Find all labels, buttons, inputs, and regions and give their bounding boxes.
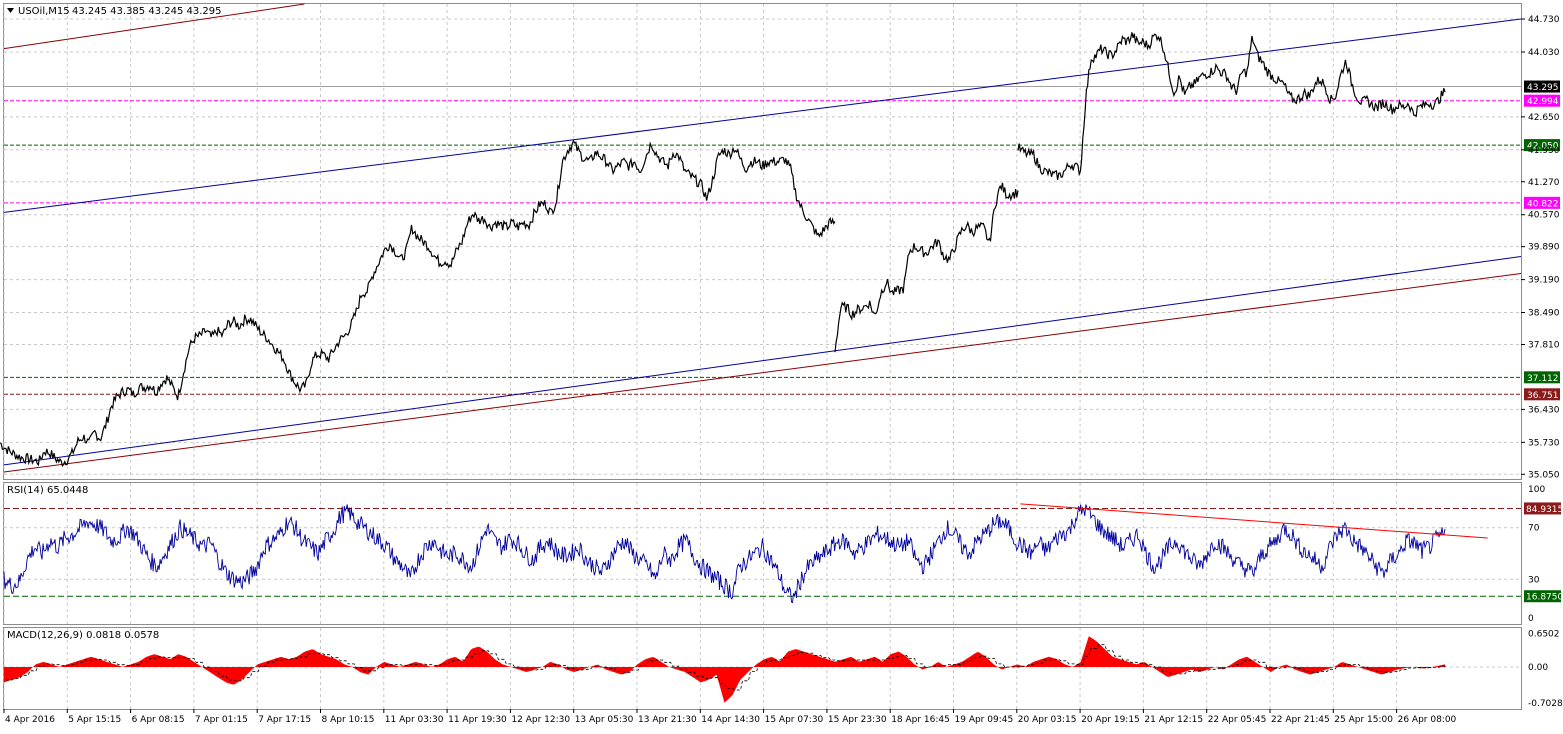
level-badge	[1524, 80, 1560, 93]
symbol-label: USOil,M15	[18, 6, 70, 17]
level-badge	[1524, 196, 1560, 209]
macd-histogram	[4, 636, 1445, 703]
price-line	[1017, 32, 1446, 181]
y-tick-label: 36.430	[1528, 405, 1560, 415]
x-tick-label: 22 Apr 05:45	[1208, 715, 1267, 725]
ohlc-label: 43.245 43.385 43.245 43.295	[72, 6, 222, 17]
x-tick-label: 14 Apr 14:30	[701, 715, 760, 725]
x-tick-label: 20 Apr 03:15	[1018, 715, 1077, 725]
main-panel-frame	[3, 3, 1522, 480]
rsi-level-badge	[1524, 502, 1561, 515]
macd-tick-label: -0.7028	[1528, 699, 1563, 709]
level-badge	[1524, 388, 1560, 401]
x-tick-label: 7 Apr 01:15	[195, 715, 248, 725]
x-tick-label: 11 Apr 19:30	[448, 715, 507, 725]
level-label: 42.050	[1527, 142, 1559, 152]
macd-tick-label: 0.00	[1528, 663, 1548, 673]
macd-header: MACD(12,26,9) 0.0818 0.0578	[7, 630, 159, 641]
x-tick-label: 5 Apr 15:15	[68, 715, 121, 725]
triangle-down-icon[interactable]	[7, 8, 14, 13]
price-line	[834, 182, 1019, 353]
rsi-tick-label: 70	[1528, 524, 1540, 534]
rsi-header: RSI(14) 65.0448	[7, 485, 88, 496]
y-tick-label: 42.650	[1528, 113, 1560, 123]
x-tick-label: 19 Apr 09:45	[955, 715, 1014, 725]
x-tick-label: 8 Apr 10:15	[322, 715, 375, 725]
y-tick-label: 41.950	[1528, 146, 1560, 156]
y-tick-label: 38.490	[1528, 309, 1560, 319]
x-tick-label: 6 Apr 08:15	[132, 715, 185, 725]
y-tick-label: 40.570	[1528, 211, 1560, 221]
y-tick-label: 44.030	[1528, 48, 1560, 58]
x-tick-label: 22 Apr 21:45	[1271, 715, 1330, 725]
level-badge	[1524, 139, 1560, 152]
rsi-tick-label: 30	[1528, 575, 1540, 585]
x-tick-label: 12 Apr 12:30	[511, 715, 570, 725]
x-tick-label: 13 Apr 21:30	[638, 715, 697, 725]
level-label: 42.994	[1527, 97, 1559, 107]
level-label: 36.751	[1527, 391, 1559, 401]
trend-line	[3, 272, 1522, 473]
rsi-level-badge	[1524, 590, 1561, 603]
y-tick-label: 39.890	[1528, 243, 1560, 253]
level-badge	[1524, 371, 1560, 384]
level-label: 37.112	[1527, 374, 1559, 384]
trend-line	[3, 256, 1522, 466]
y-tick-label: 41.270	[1528, 178, 1560, 188]
x-tick-label: 20 Apr 19:15	[1081, 715, 1140, 725]
level-label: 43.295	[1527, 83, 1559, 93]
rsi-line	[3, 504, 1446, 604]
x-tick-label: 18 Apr 16:45	[891, 715, 950, 725]
trend-line	[3, 18, 1522, 213]
macd-tick-label: 0.6502	[1528, 630, 1560, 640]
x-tick-label: 4 Apr 2016	[5, 715, 55, 725]
price-line	[0, 139, 836, 468]
rsi-panel-frame	[3, 482, 1522, 625]
rsi-level-label: 84.9315	[1526, 505, 1563, 515]
x-tick-label: 21 Apr 12:15	[1144, 715, 1203, 725]
y-tick-label: 35.050	[1528, 470, 1560, 480]
x-tick-label: 11 Apr 03:30	[385, 715, 444, 725]
x-tick-label: 26 Apr 08:00	[1398, 715, 1457, 725]
x-tick-label: 7 Apr 17:15	[258, 715, 311, 725]
trend-line	[3, 3, 305, 50]
rsi-tick-label: 100	[1528, 485, 1545, 495]
rsi-trend-line	[1020, 503, 1488, 539]
x-tick-label: 13 Apr 05:30	[575, 715, 634, 725]
x-tick-label: 15 Apr 07:30	[765, 715, 824, 725]
rsi-tick-label: 0	[1528, 614, 1534, 624]
x-tick-label: 25 Apr 15:00	[1334, 715, 1393, 725]
rsi-level-label: 16.8750	[1526, 593, 1563, 603]
y-tick-label: 44.730	[1528, 15, 1560, 25]
macd-panel-frame	[3, 627, 1522, 710]
level-label: 40.822	[1527, 199, 1559, 209]
x-tick-label: 15 Apr 23:30	[828, 715, 887, 725]
y-tick-label: 39.190	[1528, 276, 1560, 286]
level-badge	[1524, 94, 1560, 107]
y-tick-label: 35.730	[1528, 438, 1560, 448]
y-tick-label: 37.810	[1528, 340, 1560, 350]
